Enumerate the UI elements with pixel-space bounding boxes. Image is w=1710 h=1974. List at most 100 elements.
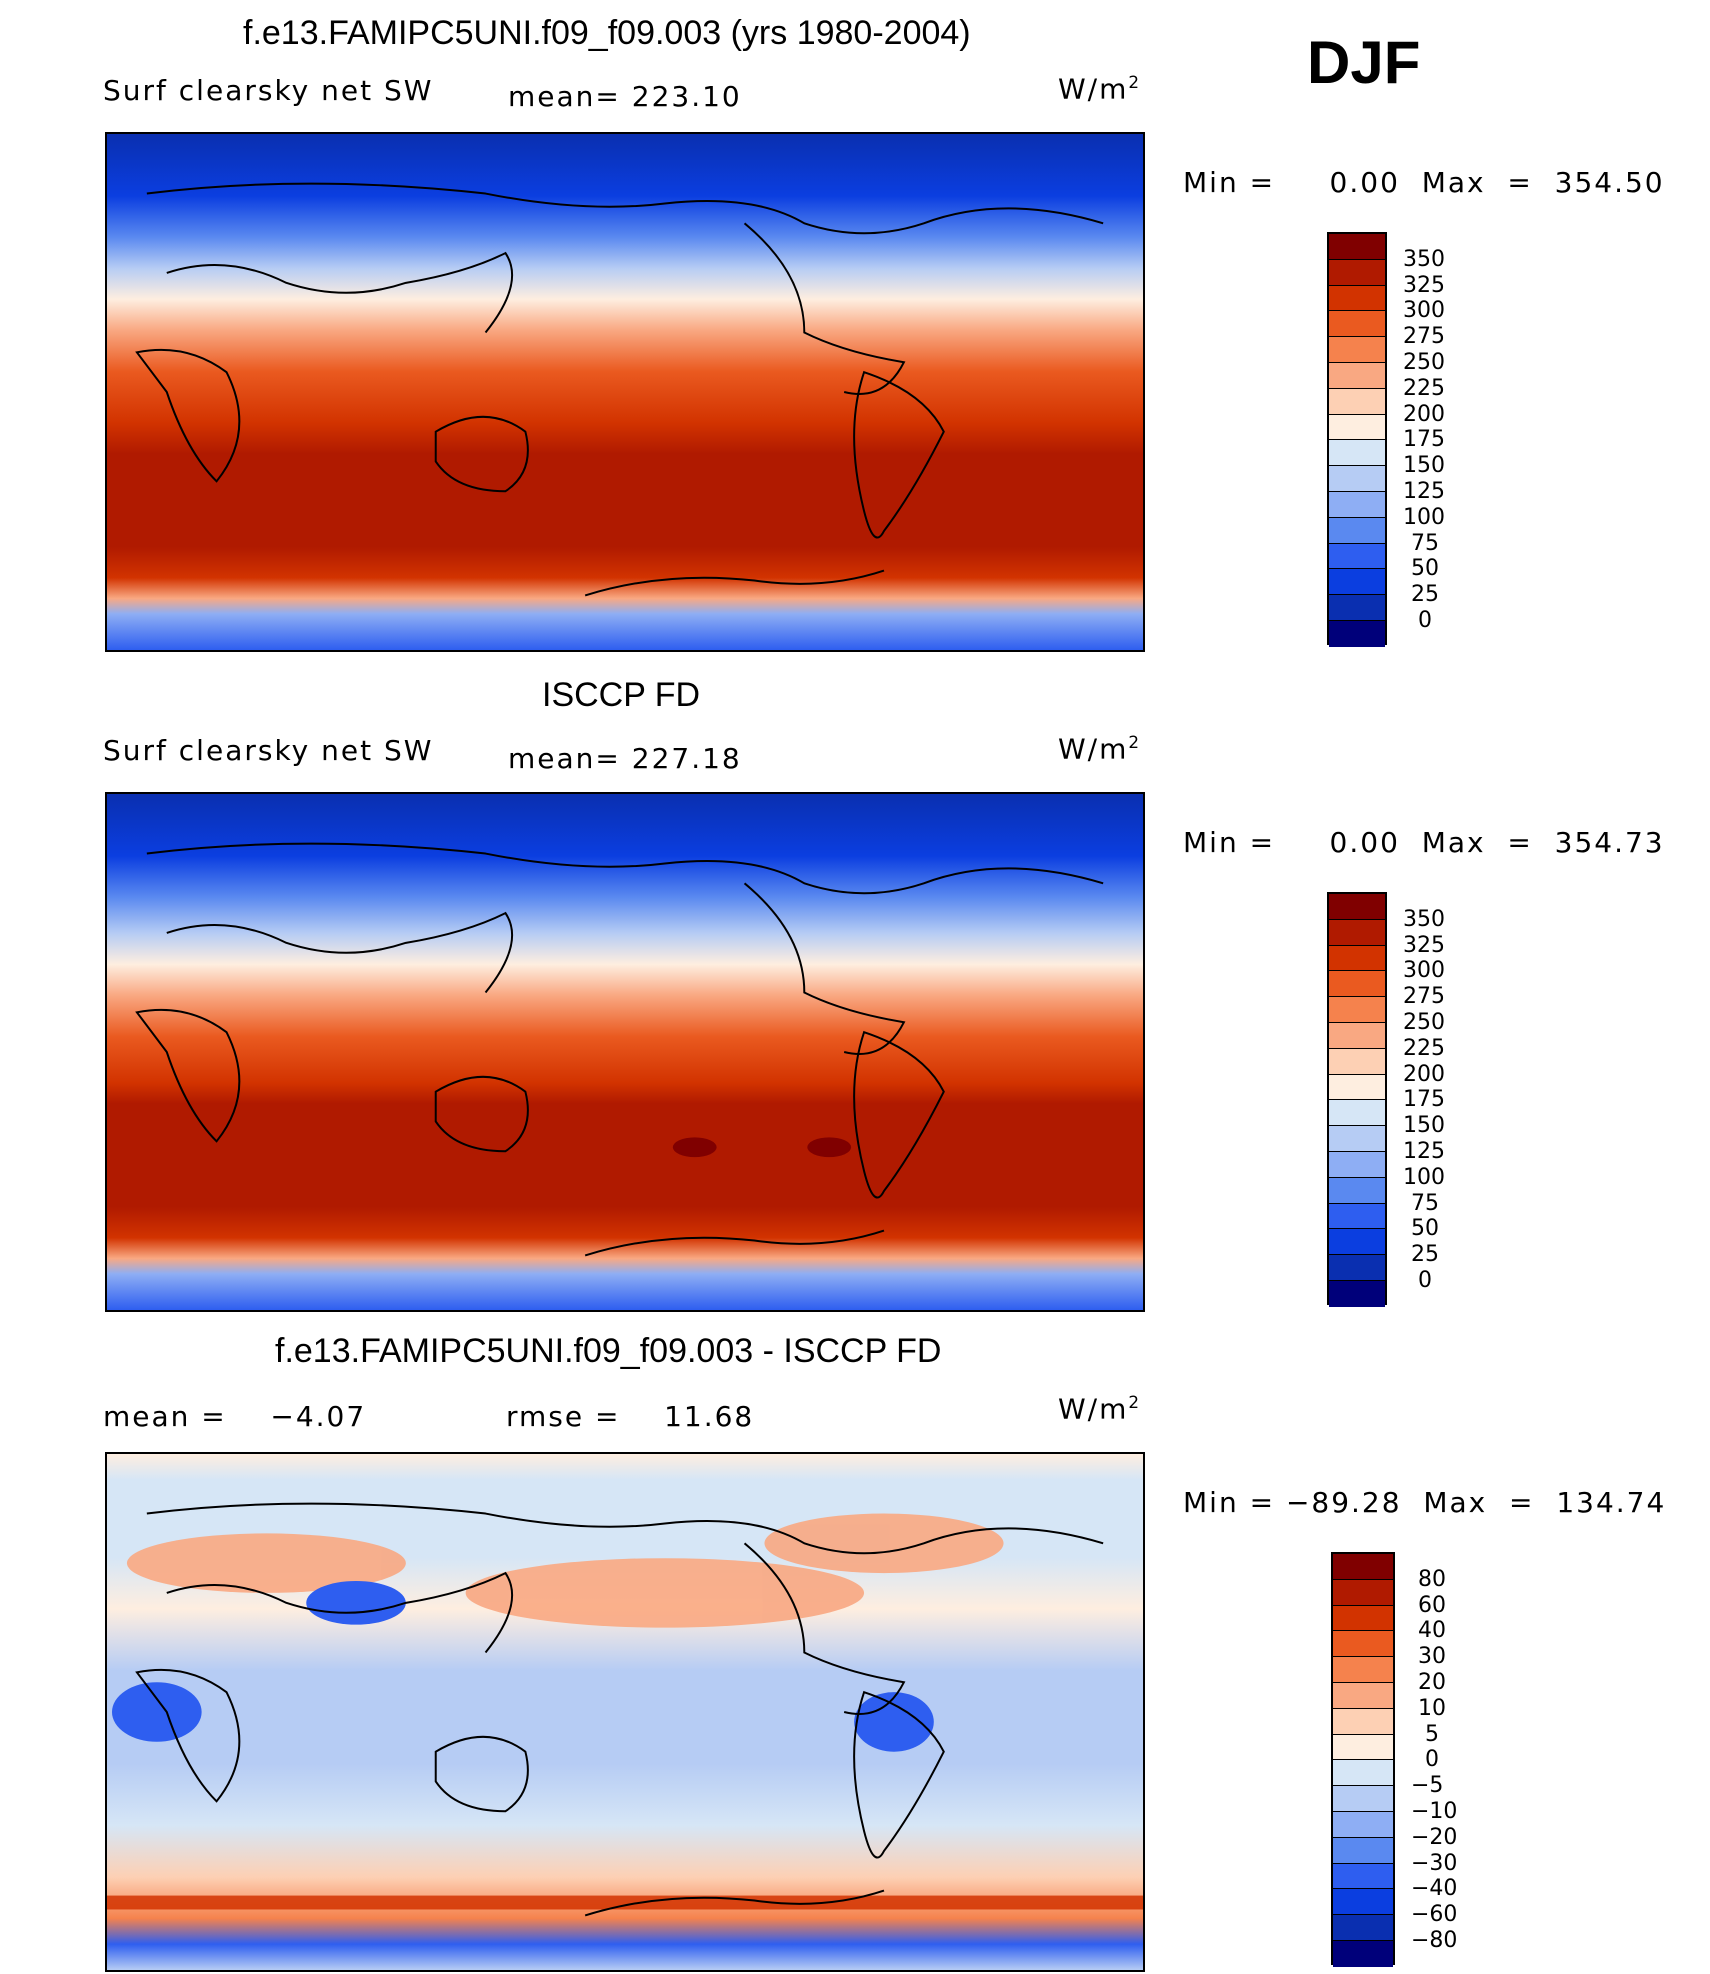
panel1-colorbar-label: 0	[1418, 608, 1432, 633]
panel3-swatch	[1333, 1734, 1393, 1761]
panel2-colorbar-label: 100	[1403, 1165, 1445, 1190]
panel2-swatch	[1329, 1203, 1385, 1230]
panel3-swatch	[1333, 1554, 1393, 1580]
panel1-colorbar-label: 225	[1403, 376, 1445, 401]
panel1-swatch	[1329, 259, 1385, 286]
panel1-swatch	[1329, 285, 1385, 312]
panel2-swatch	[1329, 971, 1385, 998]
panel2-map	[105, 792, 1145, 1312]
panel2-units-exp: 2	[1128, 732, 1142, 752]
panel2-swatch	[1329, 1229, 1385, 1256]
panel2-swatch	[1329, 1280, 1385, 1307]
panel3-swatch	[1333, 1863, 1393, 1890]
panel2-title: ISCCP FD	[542, 676, 701, 714]
panel1-colorbar-label: 325	[1403, 273, 1445, 298]
panel3-swatch	[1333, 1837, 1393, 1864]
panel1-colorbar-label: 250	[1403, 350, 1445, 375]
panel3-map	[105, 1452, 1145, 1972]
panel3-swatch	[1333, 1579, 1393, 1606]
panel1-colorbar-label: 50	[1411, 556, 1439, 581]
panel3-swatch	[1333, 1708, 1393, 1735]
panel1-colorbar	[1327, 232, 1387, 647]
panel3-colorbar-label: 60	[1418, 1593, 1446, 1618]
panel3-swatch	[1333, 1889, 1393, 1916]
panel1-title: f.e13.FAMIPC5UNI.f09_f09.003 (yrs 1980-2…	[243, 14, 971, 52]
panel2-map-svg	[107, 794, 1143, 1310]
season-label: DJF	[1307, 29, 1421, 96]
panel3-swatch	[1333, 1786, 1393, 1812]
panel3-colorbar-label: −60	[1411, 1902, 1458, 1927]
panel2-colorbar-label: 350	[1403, 907, 1445, 932]
panel2-swatch	[1329, 1100, 1385, 1127]
panel3-colorbar-label: 80	[1418, 1567, 1446, 1592]
panel3-colorbar-label: −20	[1411, 1825, 1458, 1850]
panel3-colorbar-label: 10	[1418, 1696, 1446, 1721]
panel3-colorbar-label: −80	[1411, 1928, 1458, 1953]
panel3-mean: mean = −4.07	[103, 1400, 367, 1433]
panel1-swatch	[1329, 234, 1385, 260]
panel3-swatch	[1333, 1760, 1393, 1787]
panel1-units-base: W/m	[1058, 72, 1129, 106]
panel1-variable: Surf clearsky net SW	[103, 74, 434, 107]
panel2-minmax: Min = 0.00 Max = 354.73	[1183, 826, 1665, 859]
panel2-colorbar-label: 125	[1403, 1139, 1445, 1164]
panel3-colorbar-label: 0	[1425, 1747, 1439, 1772]
panel1-swatch	[1329, 569, 1385, 596]
panel1-colorbar-label: 275	[1403, 324, 1445, 349]
panel2-colorbar-label: 0	[1418, 1268, 1432, 1293]
panel3-colorbar-label: −5	[1411, 1773, 1444, 1798]
panel1-units-exp: 2	[1128, 72, 1142, 92]
panel3-title: f.e13.FAMIPC5UNI.f09_f09.003 - ISCCP FD	[275, 1332, 942, 1370]
panel2-mean: mean= 227.18	[508, 742, 742, 775]
panel1-units: W/m2	[1058, 72, 1141, 105]
panel2-swatch	[1329, 919, 1385, 946]
panel1-colorbar-label: 75	[1411, 531, 1439, 556]
panel3-swatch	[1333, 1940, 1393, 1967]
panel3-swatch	[1333, 1682, 1393, 1709]
panel3-swatch	[1333, 1605, 1393, 1632]
panel1-swatch	[1329, 595, 1385, 621]
panel2-colorbar-label: 150	[1403, 1113, 1445, 1138]
panel3-units-base: W/m	[1058, 1392, 1129, 1426]
panel3-colorbar-label: −30	[1411, 1851, 1458, 1876]
panel3-colorbar-label: −40	[1411, 1876, 1458, 1901]
panel2-colorbar	[1327, 892, 1387, 1307]
panel1-swatch	[1329, 517, 1385, 544]
panel1-colorbar-label: 300	[1403, 298, 1445, 323]
panel2-swatch	[1329, 1151, 1385, 1178]
panel2-colorbar-label: 50	[1411, 1216, 1439, 1241]
panel2-colorbar-label: 225	[1403, 1036, 1445, 1061]
panel3-units: W/m2	[1058, 1392, 1141, 1425]
panel3-units-exp: 2	[1128, 1392, 1142, 1412]
panel3-swatch	[1333, 1811, 1393, 1838]
panel2-swatch	[1329, 1177, 1385, 1204]
panel1-swatch	[1329, 440, 1385, 467]
panel1-map-svg	[107, 134, 1143, 650]
panel2-variable: Surf clearsky net SW	[103, 734, 434, 767]
panel2-colorbar-label: 200	[1403, 1062, 1445, 1087]
panel2-swatch	[1329, 894, 1385, 920]
panel2-swatch	[1329, 1074, 1385, 1101]
panel3-colorbar-label: −10	[1411, 1799, 1458, 1824]
panel2-colorbar-label: 75	[1411, 1191, 1439, 1216]
panel3-colorbar-label: 20	[1418, 1670, 1446, 1695]
panel2-swatch	[1329, 997, 1385, 1023]
panel2-swatch	[1329, 1022, 1385, 1049]
panel1-colorbar-label: 175	[1403, 427, 1445, 452]
panel1-swatch	[1329, 620, 1385, 647]
panel1-colorbar-label: 350	[1403, 247, 1445, 272]
panel2-swatch	[1329, 1255, 1385, 1281]
panel3-colorbar-label: 5	[1425, 1722, 1439, 1747]
panel2-units-base: W/m	[1058, 732, 1129, 766]
panel3-colorbar-label: 30	[1418, 1644, 1446, 1669]
panel1-swatch	[1329, 388, 1385, 415]
panel3-colorbar-label: 40	[1418, 1618, 1446, 1643]
panel2-colorbar-label: 325	[1403, 933, 1445, 958]
panel1-swatch	[1329, 491, 1385, 518]
panel3-colorbar	[1331, 1552, 1395, 1967]
panel3-swatch	[1333, 1631, 1393, 1658]
panel2-colorbar-label: 25	[1411, 1242, 1439, 1267]
panel1-mean: mean= 223.10	[508, 80, 742, 113]
panel2-colorbar-label: 175	[1403, 1087, 1445, 1112]
panel2-swatch	[1329, 1126, 1385, 1152]
